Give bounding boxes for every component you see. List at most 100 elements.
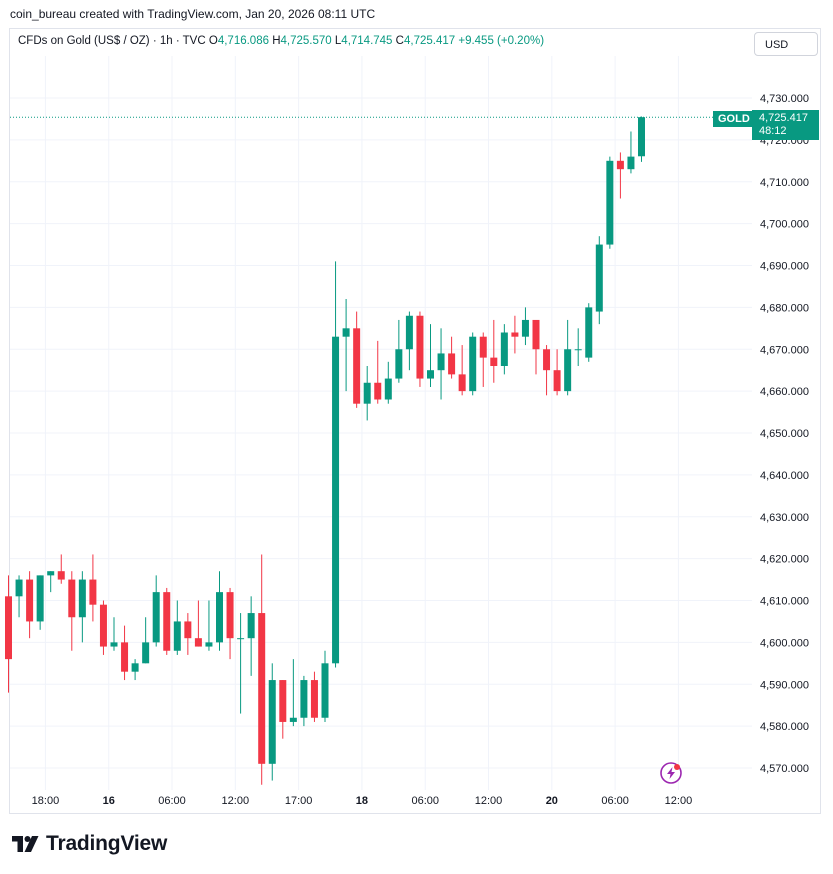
x-tick-label: 18:00 — [32, 795, 60, 807]
candle-body — [627, 156, 635, 170]
candle — [300, 675, 308, 727]
candle-body — [226, 592, 234, 639]
candle-body — [321, 663, 329, 718]
candle — [99, 600, 107, 655]
candle-body — [26, 579, 34, 622]
high-label: H — [272, 35, 281, 47]
candle — [479, 332, 487, 387]
symbol-badge: GOLD — [713, 111, 755, 127]
candle — [78, 571, 86, 643]
candle — [194, 600, 202, 647]
candle — [374, 340, 382, 404]
candle — [268, 663, 276, 781]
candle-body — [374, 382, 382, 400]
x-tick-label: 18 — [356, 795, 368, 807]
candle — [437, 328, 445, 400]
tradingview-logo-text: TradingView — [46, 832, 168, 855]
candle-body — [427, 370, 434, 379]
candle — [68, 571, 76, 651]
candle — [26, 571, 34, 639]
candle — [353, 311, 361, 408]
candle — [131, 659, 139, 681]
candle-body — [15, 579, 23, 597]
grid — [10, 56, 752, 790]
tradingview-logo[interactable]: TradingView — [12, 832, 167, 856]
candle-body — [279, 680, 287, 722]
candle — [247, 596, 255, 676]
candle — [279, 680, 287, 739]
candle-body — [353, 328, 361, 404]
low-value: 4,714.745 — [341, 35, 393, 47]
candle-body — [585, 307, 593, 358]
candle-body — [638, 117, 645, 157]
x-tick-label: 06:00 — [158, 795, 186, 807]
x-tick-label: 12:00 — [222, 795, 250, 807]
candle-body — [237, 638, 245, 640]
y-axis: 4,570.000 4,580.000 4,590.000 4,600.000 4,61… — [760, 93, 809, 775]
close-label: C — [395, 35, 404, 47]
candle-body — [479, 336, 487, 358]
candle-body — [131, 663, 139, 672]
candle-body — [194, 638, 202, 647]
candle — [448, 336, 456, 379]
candle — [226, 587, 234, 660]
candle — [363, 366, 371, 421]
last-price-value: 4,725.417 — [759, 112, 808, 124]
candle — [89, 554, 97, 622]
candle — [5, 575, 12, 693]
candle — [616, 152, 624, 199]
candle-body — [490, 357, 498, 366]
candle — [627, 131, 635, 174]
ohlc-legend: CFDs on Gold (US$ / OZ) · 1h · TVC O4,71… — [18, 35, 544, 47]
candle-body — [416, 315, 424, 379]
candle-body — [99, 604, 107, 647]
candle-body — [595, 244, 603, 312]
candle-body — [553, 370, 561, 392]
y-tick-label: 4,590.000 — [760, 679, 809, 691]
candle — [490, 319, 498, 383]
instrument-title[interactable]: CFDs on Gold (US$ / OZ) · 1h · TVC — [18, 35, 206, 47]
currency-button[interactable]: USD — [754, 32, 818, 56]
candle-body — [47, 571, 55, 576]
candle-body — [500, 332, 508, 366]
candle — [57, 554, 65, 584]
candle-body — [332, 336, 340, 664]
candle-body — [36, 575, 44, 622]
candle-body — [448, 353, 456, 375]
candle-body — [511, 332, 519, 337]
lightning-icon[interactable] — [660, 762, 682, 784]
candle — [595, 236, 603, 325]
candle — [638, 116, 645, 162]
candle-body — [363, 382, 371, 404]
candle — [289, 659, 297, 727]
chart-caption: coin_bureau created with TradingView.com… — [10, 7, 376, 21]
bar-countdown: 48:12 — [759, 125, 787, 137]
candle-body — [142, 642, 150, 664]
candle — [142, 617, 150, 664]
chart-frame[interactable] — [9, 28, 821, 814]
candle-body — [310, 680, 318, 718]
candle — [36, 575, 44, 630]
candle — [258, 554, 266, 785]
candle-body — [300, 680, 308, 718]
candle — [574, 328, 582, 366]
x-tick-label: 06:00 — [411, 795, 439, 807]
candle — [152, 575, 160, 647]
x-tick-label: 20 — [546, 795, 558, 807]
candle — [511, 315, 519, 354]
candle-body — [163, 592, 171, 651]
candle-body — [5, 596, 12, 660]
candle-body — [121, 642, 129, 672]
candle — [564, 319, 572, 396]
candle-body — [89, 579, 97, 605]
candle-body — [564, 349, 572, 392]
y-tick-label: 4,650.000 — [760, 428, 809, 440]
candle — [237, 613, 245, 714]
candle-body — [216, 592, 223, 643]
candle — [427, 324, 434, 387]
y-tick-label: 4,730.000 — [760, 93, 809, 105]
candle-body — [184, 621, 192, 639]
candle — [310, 671, 318, 722]
candle — [342, 299, 350, 392]
